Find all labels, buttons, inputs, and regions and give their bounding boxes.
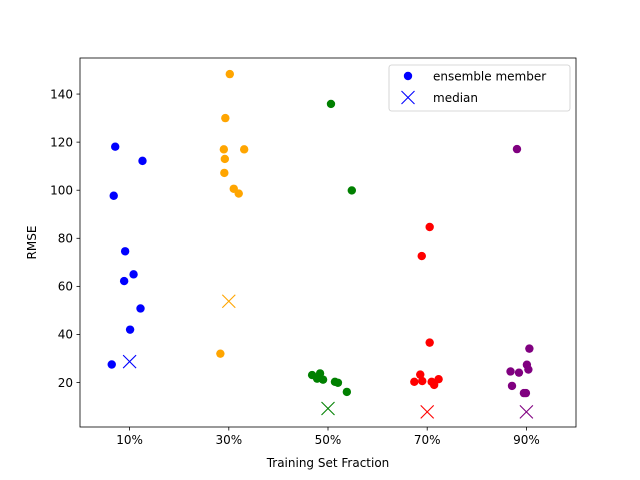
ensemble-member-point — [521, 388, 531, 398]
ensemble-member-point — [138, 156, 147, 166]
median-marker — [321, 401, 335, 416]
legend-circle-marker — [403, 71, 413, 81]
ensemble-member-point — [239, 145, 249, 154]
ensemble-member-point — [119, 276, 129, 286]
ensemble-member-point — [120, 247, 130, 256]
median-marker — [519, 404, 534, 419]
y-tick-label: 120 — [50, 135, 73, 149]
ensemble-member-point — [129, 270, 138, 279]
y-tick-label: 80 — [58, 232, 73, 246]
x-tick-label: 10% — [116, 433, 143, 447]
ensemble-member-point — [418, 376, 427, 386]
legend-x-marker — [401, 90, 415, 105]
ensemble-member-point — [333, 378, 343, 387]
ensemble-member-point — [315, 369, 325, 378]
y-tick-label: 40 — [58, 328, 73, 342]
ensemble-member-point — [136, 304, 145, 313]
ensemble-member-point — [216, 349, 225, 358]
ensemble-member-point — [410, 377, 419, 387]
ensemble-member-point — [318, 375, 328, 384]
data-marks — [107, 69, 534, 419]
ensemble-member-point — [220, 168, 229, 178]
ensemble-member-point — [225, 69, 234, 79]
legend: ensemble member median — [388, 64, 571, 112]
ensemble-member-point — [425, 338, 434, 347]
median-marker — [122, 354, 137, 369]
ensemble-member-point — [429, 380, 439, 390]
y-tick-label: 100 — [50, 184, 73, 198]
ensemble-member-point — [524, 365, 533, 374]
ensemble-member-point — [507, 381, 517, 391]
y-tick-label: 140 — [50, 87, 73, 101]
x-axis-label: Training Set Fraction — [266, 456, 390, 470]
x-tick-label: 50% — [315, 433, 342, 447]
ensemble-member-point — [347, 186, 357, 195]
x-tick-label: 70% — [414, 433, 441, 447]
ensemble-member-point — [417, 251, 426, 261]
median-marker — [420, 404, 435, 419]
legend-entry-label: median — [433, 91, 478, 105]
ensemble-member-point — [234, 189, 243, 198]
ensemble-member-point — [514, 368, 524, 377]
ensemble-member-point — [416, 370, 425, 379]
ensemble-member-point — [221, 113, 230, 123]
ensemble-member-point — [220, 154, 230, 164]
ensemble-member-point — [342, 387, 352, 397]
x-axis: 10% 30% 50% 70% 90% — [116, 427, 540, 447]
ensemble-member-point — [506, 367, 515, 376]
ensemble-member-point — [219, 145, 229, 154]
y-tick-label: 20 — [58, 376, 73, 390]
median-marker — [221, 294, 236, 309]
y-axis-label: RMSE — [25, 226, 39, 260]
ensemble-member-point — [425, 222, 434, 232]
x-tick-label: 90% — [513, 433, 540, 447]
legend-entry-label: ensemble member — [433, 69, 546, 83]
ensemble-member-point — [326, 99, 336, 109]
ensemble-member-point — [434, 374, 443, 384]
ensemble-member-point — [125, 325, 135, 334]
plot-frame — [79, 57, 577, 428]
ensemble-member-point — [111, 142, 120, 151]
ensemble-member-point — [109, 191, 118, 200]
y-axis: 20 40 60 80 100 120 140 — [50, 87, 80, 390]
ensemble-member-point — [525, 344, 534, 353]
ensemble-member-point — [107, 360, 116, 369]
legend-box — [388, 64, 571, 112]
x-tick-label: 30% — [215, 433, 242, 447]
y-tick-label: 60 — [58, 280, 73, 294]
ensemble-member-point — [512, 144, 522, 154]
